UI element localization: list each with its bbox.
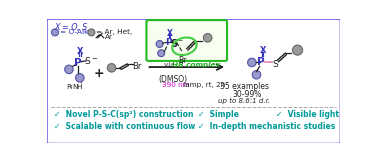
Text: P: P bbox=[74, 58, 82, 68]
Text: +: + bbox=[94, 67, 104, 80]
Text: Ar: Ar bbox=[105, 34, 113, 40]
Circle shape bbox=[158, 50, 165, 57]
Text: N: N bbox=[72, 84, 77, 90]
Text: Br: Br bbox=[133, 62, 142, 71]
Circle shape bbox=[156, 41, 163, 47]
Text: S: S bbox=[85, 57, 90, 66]
FancyBboxPatch shape bbox=[46, 19, 341, 144]
Text: S: S bbox=[273, 60, 279, 69]
Text: X = O, S: X = O, S bbox=[54, 23, 87, 32]
Text: S: S bbox=[170, 39, 177, 49]
Circle shape bbox=[203, 33, 212, 42]
Text: = O-Alk: = O-Alk bbox=[60, 29, 88, 35]
Text: −: − bbox=[91, 56, 97, 62]
Circle shape bbox=[248, 58, 256, 67]
Circle shape bbox=[76, 74, 84, 82]
Text: X: X bbox=[167, 28, 173, 38]
Text: via: via bbox=[164, 62, 177, 68]
Text: P: P bbox=[165, 38, 172, 47]
Text: 35 examples: 35 examples bbox=[220, 82, 269, 91]
Text: (DMSO): (DMSO) bbox=[158, 75, 187, 84]
Text: X: X bbox=[259, 46, 266, 55]
Text: up to 8.6:1 d.r.: up to 8.6:1 d.r. bbox=[218, 98, 270, 104]
Circle shape bbox=[88, 29, 95, 36]
Text: X: X bbox=[77, 47, 84, 56]
Circle shape bbox=[293, 45, 303, 55]
Text: ✓  Scalable with continuous flow: ✓ Scalable with continuous flow bbox=[54, 122, 195, 131]
Circle shape bbox=[107, 64, 116, 72]
Text: 30-99%: 30-99% bbox=[232, 90, 262, 99]
Text: ✓  Visible light: ✓ Visible light bbox=[276, 110, 339, 119]
Circle shape bbox=[51, 29, 59, 36]
Text: HB complex: HB complex bbox=[172, 62, 220, 68]
Text: ✓  Simple: ✓ Simple bbox=[198, 110, 239, 119]
Text: P: P bbox=[257, 57, 265, 67]
FancyBboxPatch shape bbox=[146, 20, 227, 61]
Text: −: − bbox=[177, 38, 183, 43]
Circle shape bbox=[65, 65, 73, 74]
Text: R: R bbox=[66, 84, 71, 90]
Circle shape bbox=[252, 71, 261, 79]
Text: ₃: ₃ bbox=[70, 84, 72, 89]
Text: Br: Br bbox=[178, 56, 186, 65]
Text: = Ar, Het,: = Ar, Het, bbox=[96, 29, 132, 35]
Text: H: H bbox=[76, 84, 81, 90]
Text: ✓  In-depth mechanistic studies: ✓ In-depth mechanistic studies bbox=[198, 122, 336, 131]
Text: ⁺: ⁺ bbox=[80, 82, 83, 87]
Text: lamp, rt, 2h: lamp, rt, 2h bbox=[181, 82, 226, 88]
Text: ✓  Novel P-S-C(sp²) construction: ✓ Novel P-S-C(sp²) construction bbox=[54, 110, 194, 119]
Text: 390 nm: 390 nm bbox=[162, 82, 190, 88]
